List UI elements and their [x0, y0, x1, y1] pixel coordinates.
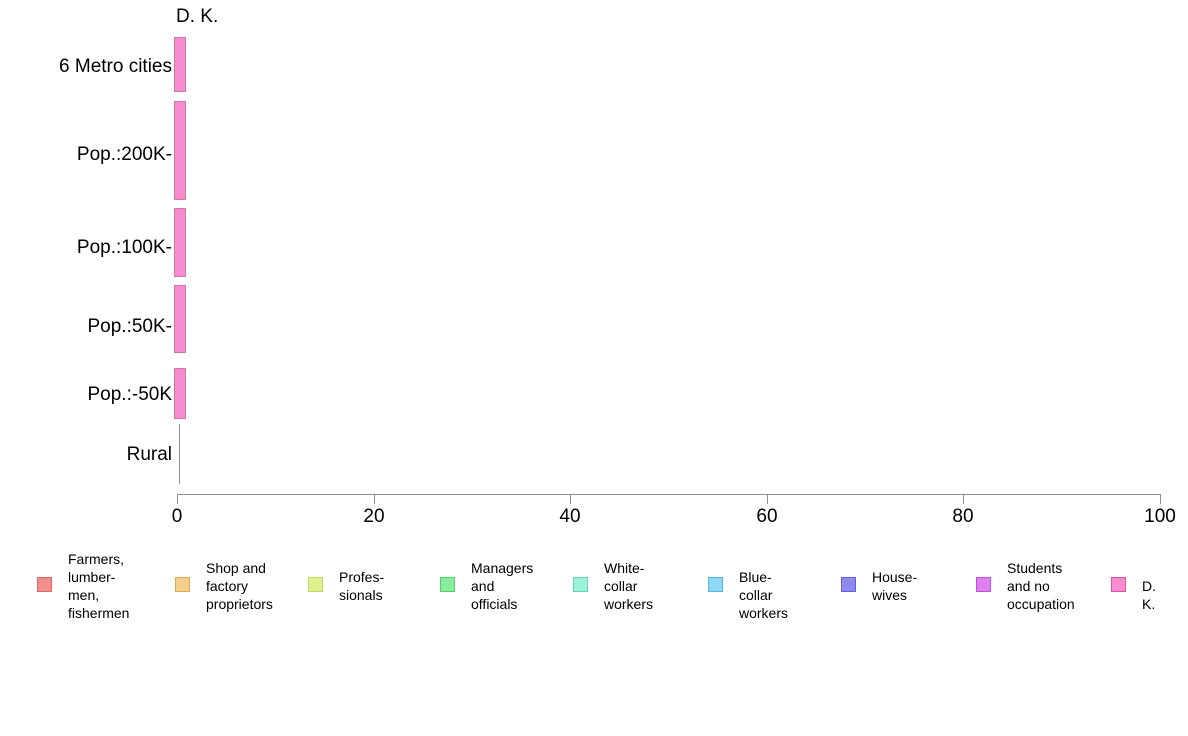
legend-label: Shop and factory proprietors — [206, 560, 273, 612]
legend-swatch-students — [976, 577, 991, 592]
y-axis-label-pop100k: Pop.:100K- — [76, 237, 172, 258]
y-axis-label-pop-under50k: Pop.:-50K — [87, 384, 173, 405]
x-tick-label: 40 — [559, 506, 581, 527]
x-tick-label: 0 — [171, 506, 183, 527]
legend-swatch-managers — [440, 577, 455, 592]
y-axis-label-rural: Rural — [126, 444, 172, 465]
x-axis-tick — [1160, 495, 1161, 504]
bar-dk-pop50k — [174, 285, 186, 353]
legend-label: Farmers, lumber- men, fishermen — [68, 551, 130, 621]
legend-label: D. K. — [1142, 578, 1156, 612]
legend-swatch-farmers — [37, 577, 52, 592]
legend-label: House- wives — [872, 569, 918, 603]
x-tick-label: 20 — [363, 506, 385, 527]
legend-swatch-professionals — [308, 577, 323, 592]
x-axis-tick — [767, 495, 768, 504]
x-axis-tick — [177, 495, 178, 504]
x-axis-line — [177, 494, 1161, 495]
bar-dk-metro — [174, 37, 186, 92]
x-axis-tick — [570, 495, 571, 504]
legend-swatch-housewives — [841, 577, 856, 592]
legend-swatch-dk — [1111, 577, 1126, 592]
legend-label: Blue-collar workers — [739, 569, 789, 621]
legend-label: Profes- sionals — [339, 569, 385, 603]
bar-dk-pop200k — [174, 101, 186, 200]
bar-dk-pop100k — [174, 208, 186, 277]
x-axis-tick — [963, 495, 964, 504]
y-axis-label-pop200k: Pop.:200K- — [76, 144, 172, 165]
y-axis-line — [179, 424, 180, 484]
x-tick-label: 80 — [952, 506, 974, 527]
legend-label: Students and no occupation — [1007, 560, 1075, 612]
x-axis-tick — [374, 495, 375, 504]
series-top-label: D. K. — [176, 6, 219, 27]
y-axis-label-metro: 6 Metro cities — [59, 56, 172, 77]
legend-swatch-blue-collar — [708, 577, 723, 592]
bar-dk-pop-under50k — [174, 368, 186, 419]
legend-label: White- collar workers — [604, 560, 654, 612]
x-tick-label: 60 — [756, 506, 778, 527]
legend-swatch-white-collar — [573, 577, 588, 592]
y-axis-label-pop50k: Pop.:50K- — [87, 316, 173, 337]
x-tick-label: 100 — [1144, 506, 1176, 527]
legend-label: Managers and officials — [471, 560, 534, 612]
legend-swatch-proprietors — [175, 577, 190, 592]
